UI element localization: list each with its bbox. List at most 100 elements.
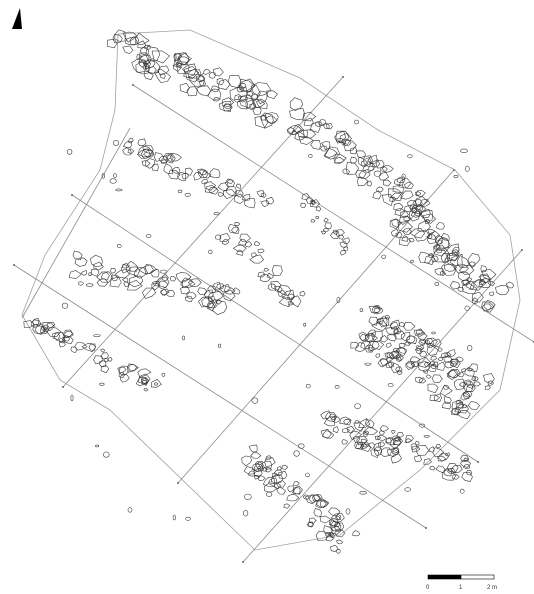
stone — [81, 342, 97, 353]
stone — [356, 435, 368, 446]
stone — [310, 200, 317, 206]
stone — [471, 375, 477, 381]
stone — [144, 44, 151, 50]
stone — [219, 232, 231, 242]
stone — [375, 160, 385, 169]
stone — [361, 160, 369, 167]
stone — [221, 239, 230, 245]
stone — [260, 200, 270, 208]
stone — [362, 441, 370, 448]
stone — [241, 194, 251, 201]
stone — [66, 148, 73, 155]
stone — [443, 396, 452, 404]
stone — [127, 507, 133, 513]
stone — [354, 420, 360, 424]
stone — [143, 70, 154, 80]
stone — [216, 77, 225, 86]
stone — [204, 181, 217, 191]
stone — [250, 82, 272, 97]
stone — [401, 235, 409, 242]
stone — [386, 352, 395, 359]
stone — [137, 368, 152, 378]
stone — [78, 281, 84, 286]
stone — [467, 344, 473, 351]
stone — [456, 402, 464, 409]
stone — [123, 140, 132, 148]
stone — [93, 334, 101, 337]
stone — [325, 531, 332, 537]
stone — [287, 485, 294, 493]
stone — [367, 347, 373, 352]
stone — [418, 208, 431, 219]
stone — [141, 160, 151, 167]
stone — [184, 68, 201, 83]
stone — [320, 230, 327, 235]
stone — [88, 272, 92, 277]
stone — [212, 282, 221, 291]
stone — [449, 281, 461, 290]
stone — [154, 152, 165, 162]
stone — [355, 170, 367, 179]
grid-endpoint-marks — [13, 76, 534, 563]
stone — [197, 168, 208, 176]
stone — [399, 236, 411, 247]
stone — [125, 260, 139, 272]
site-boundary — [21, 29, 521, 551]
stone — [381, 254, 387, 259]
stone — [479, 273, 490, 283]
stone — [394, 327, 402, 335]
stone — [436, 361, 446, 371]
stone — [389, 437, 402, 449]
stone — [141, 380, 148, 385]
stone — [374, 305, 380, 310]
stone — [365, 419, 375, 429]
stone — [410, 208, 423, 218]
stone — [407, 154, 413, 159]
stone — [161, 372, 166, 377]
stone — [404, 487, 412, 492]
grid-line — [132, 84, 534, 343]
stone — [387, 333, 397, 342]
stone — [429, 465, 436, 471]
stone — [376, 186, 384, 193]
stone — [201, 178, 209, 185]
stone — [172, 63, 182, 72]
stone — [359, 334, 370, 342]
stone — [431, 331, 436, 335]
stone — [323, 147, 338, 158]
stone — [364, 362, 372, 366]
stone — [371, 340, 385, 350]
stone — [93, 261, 104, 271]
stone — [446, 349, 456, 358]
stone — [464, 379, 472, 385]
stone — [180, 285, 191, 295]
stone — [260, 273, 271, 283]
stone — [231, 226, 240, 234]
stone — [245, 91, 254, 97]
stone — [305, 197, 314, 204]
stone — [387, 383, 394, 388]
stone — [357, 176, 369, 187]
stone — [353, 119, 359, 125]
stone — [145, 46, 161, 62]
stone — [468, 363, 478, 372]
stone — [334, 156, 345, 164]
stone — [433, 393, 442, 403]
stone — [303, 322, 307, 327]
stone — [396, 432, 404, 438]
stone — [136, 54, 143, 60]
grid-line — [21, 127, 131, 319]
stone — [431, 361, 439, 367]
stone — [298, 136, 314, 145]
stone — [177, 171, 187, 181]
stone — [409, 356, 421, 364]
stone — [329, 413, 337, 420]
stone — [237, 99, 248, 110]
stone — [227, 75, 242, 89]
stone — [115, 188, 123, 192]
stone — [335, 130, 350, 144]
stone — [281, 464, 289, 470]
stone — [387, 361, 394, 368]
stone — [297, 129, 308, 139]
stone — [426, 233, 437, 244]
